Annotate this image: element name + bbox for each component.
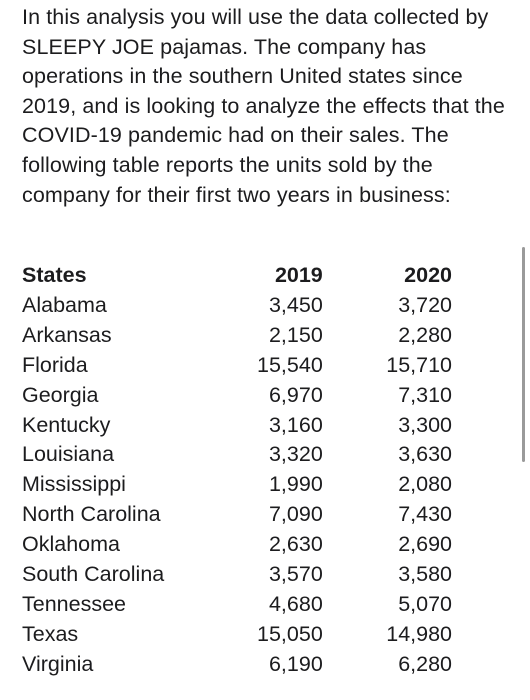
units-2019-cell: 4,680 <box>268 591 323 616</box>
units-sold-table: States 2019 2020 Alabama 3,450 3,720 Ark… <box>22 261 452 680</box>
state-cell: Mississippi <box>22 472 126 497</box>
intro-paragraph: In this analysis you will use the data c… <box>22 5 505 207</box>
units-2019-cell: 15,050 <box>257 621 323 646</box>
state-cell: Georgia <box>22 382 99 407</box>
state-cell: South Carolina <box>22 562 165 587</box>
units-2019-cell: 15,540 <box>257 352 323 377</box>
units-2020-cell: 2,280 <box>398 322 452 347</box>
units-2019-cell: 3,160 <box>268 412 323 437</box>
table-row: Florida 15,540 15,710 <box>22 351 452 381</box>
units-2019-cell: 6,190 <box>268 651 323 676</box>
table-row: Arkansas 2,150 2,280 <box>22 321 452 351</box>
units-2019-cell: 7,090 <box>268 502 323 527</box>
header-2020: 2020 <box>404 263 452 287</box>
table-header-row: States 2019 2020 <box>22 261 452 291</box>
units-2020-cell: 3,720 <box>398 292 452 317</box>
units-2019-cell: 1,990 <box>268 472 323 497</box>
state-cell: Louisiana <box>22 442 115 467</box>
state-cell: Kentucky <box>22 412 111 437</box>
units-2019-cell: 3,450 <box>268 292 323 317</box>
table-row: Louisiana 3,320 3,630 <box>22 440 452 470</box>
table-row: Oklahoma 2,630 2,690 <box>22 530 452 560</box>
table-row: South Carolina 3,570 3,580 <box>22 560 452 590</box>
units-2020-cell: 3,630 <box>398 442 452 467</box>
table-row: Kentucky 3,160 3,300 <box>22 411 452 441</box>
table-row: Georgia 6,970 7,310 <box>22 381 452 411</box>
units-2020-cell: 6,280 <box>398 651 452 676</box>
state-cell: Texas <box>22 621 79 646</box>
units-2020-cell: 14,980 <box>386 621 452 646</box>
units-2020-cell: 3,300 <box>398 412 452 437</box>
state-cell: Arkansas <box>22 322 112 347</box>
units-2020-cell: 2,080 <box>398 472 452 497</box>
units-2020-cell: 5,070 <box>398 591 452 616</box>
state-cell: North Carolina <box>22 502 161 527</box>
units-2019-cell: 3,320 <box>268 442 323 467</box>
state-cell: Tennessee <box>22 591 126 616</box>
table-row: Virginia 6,190 6,280 <box>22 650 452 680</box>
table-row: Texas 15,050 14,980 <box>22 620 452 650</box>
table-row: Tennessee 4,680 5,070 <box>22 590 452 620</box>
state-cell: Virginia <box>22 651 94 676</box>
header-2019: 2019 <box>274 263 323 287</box>
units-2019-cell: 2,630 <box>268 532 323 557</box>
units-2020-cell: 7,310 <box>398 382 452 407</box>
vertical-scrollbar[interactable] <box>522 247 525 462</box>
table-row: North Carolina 7,090 7,430 <box>22 500 452 530</box>
units-2020-cell: 15,710 <box>386 352 452 377</box>
units-2019-cell: 6,970 <box>268 382 323 407</box>
units-2019-cell: 3,570 <box>268 562 323 587</box>
state-cell: Oklahoma <box>22 532 120 557</box>
table-row: Alabama 3,450 3,720 <box>22 291 452 321</box>
units-2020-cell: 7,430 <box>398 502 452 527</box>
units-2020-cell: 3,580 <box>398 562 452 587</box>
units-2020-cell: 2,690 <box>398 532 452 557</box>
header-states: States <box>22 263 87 287</box>
units-2019-cell: 2,150 <box>268 322 323 347</box>
table-row: Mississippi 1,990 2,080 <box>22 470 452 500</box>
state-cell: Florida <box>22 352 88 377</box>
state-cell: Alabama <box>22 292 107 317</box>
